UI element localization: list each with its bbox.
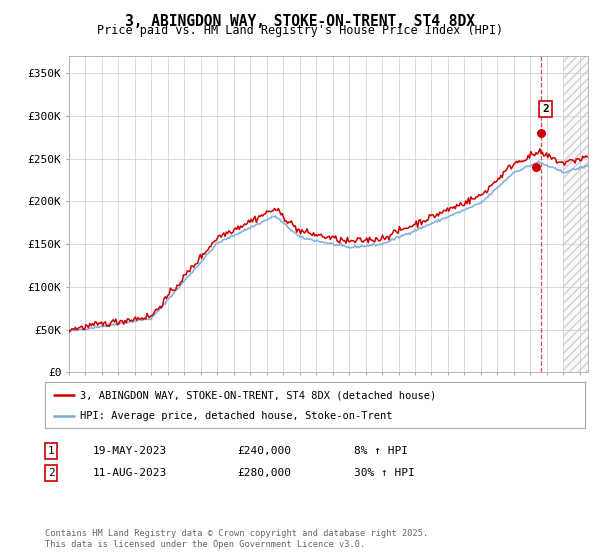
Text: 1: 1 [47,446,55,456]
Text: £240,000: £240,000 [237,446,291,456]
Text: 3, ABINGDON WAY, STOKE-ON-TRENT, ST4 8DX: 3, ABINGDON WAY, STOKE-ON-TRENT, ST4 8DX [125,14,475,29]
Text: 19-MAY-2023: 19-MAY-2023 [93,446,167,456]
Point [532,163,541,172]
Text: 8% ↑ HPI: 8% ↑ HPI [354,446,408,456]
Text: HPI: Average price, detached house, Stoke-on-Trent: HPI: Average price, detached house, Stok… [80,410,392,421]
Bar [563,56,588,372]
Text: 11-AUG-2023: 11-AUG-2023 [93,468,167,478]
Text: £280,000: £280,000 [237,468,291,478]
Text: 2: 2 [542,104,549,114]
Point [536,128,545,137]
Text: 30% ↑ HPI: 30% ↑ HPI [354,468,415,478]
Text: 3, ABINGDON WAY, STOKE-ON-TRENT, ST4 8DX (detached house): 3, ABINGDON WAY, STOKE-ON-TRENT, ST4 8DX… [80,390,436,400]
Text: Contains HM Land Registry data © Crown copyright and database right 2025.
This d: Contains HM Land Registry data © Crown c… [45,529,428,549]
Text: Price paid vs. HM Land Registry's House Price Index (HPI): Price paid vs. HM Land Registry's House … [97,24,503,36]
Text: 2: 2 [47,468,55,478]
